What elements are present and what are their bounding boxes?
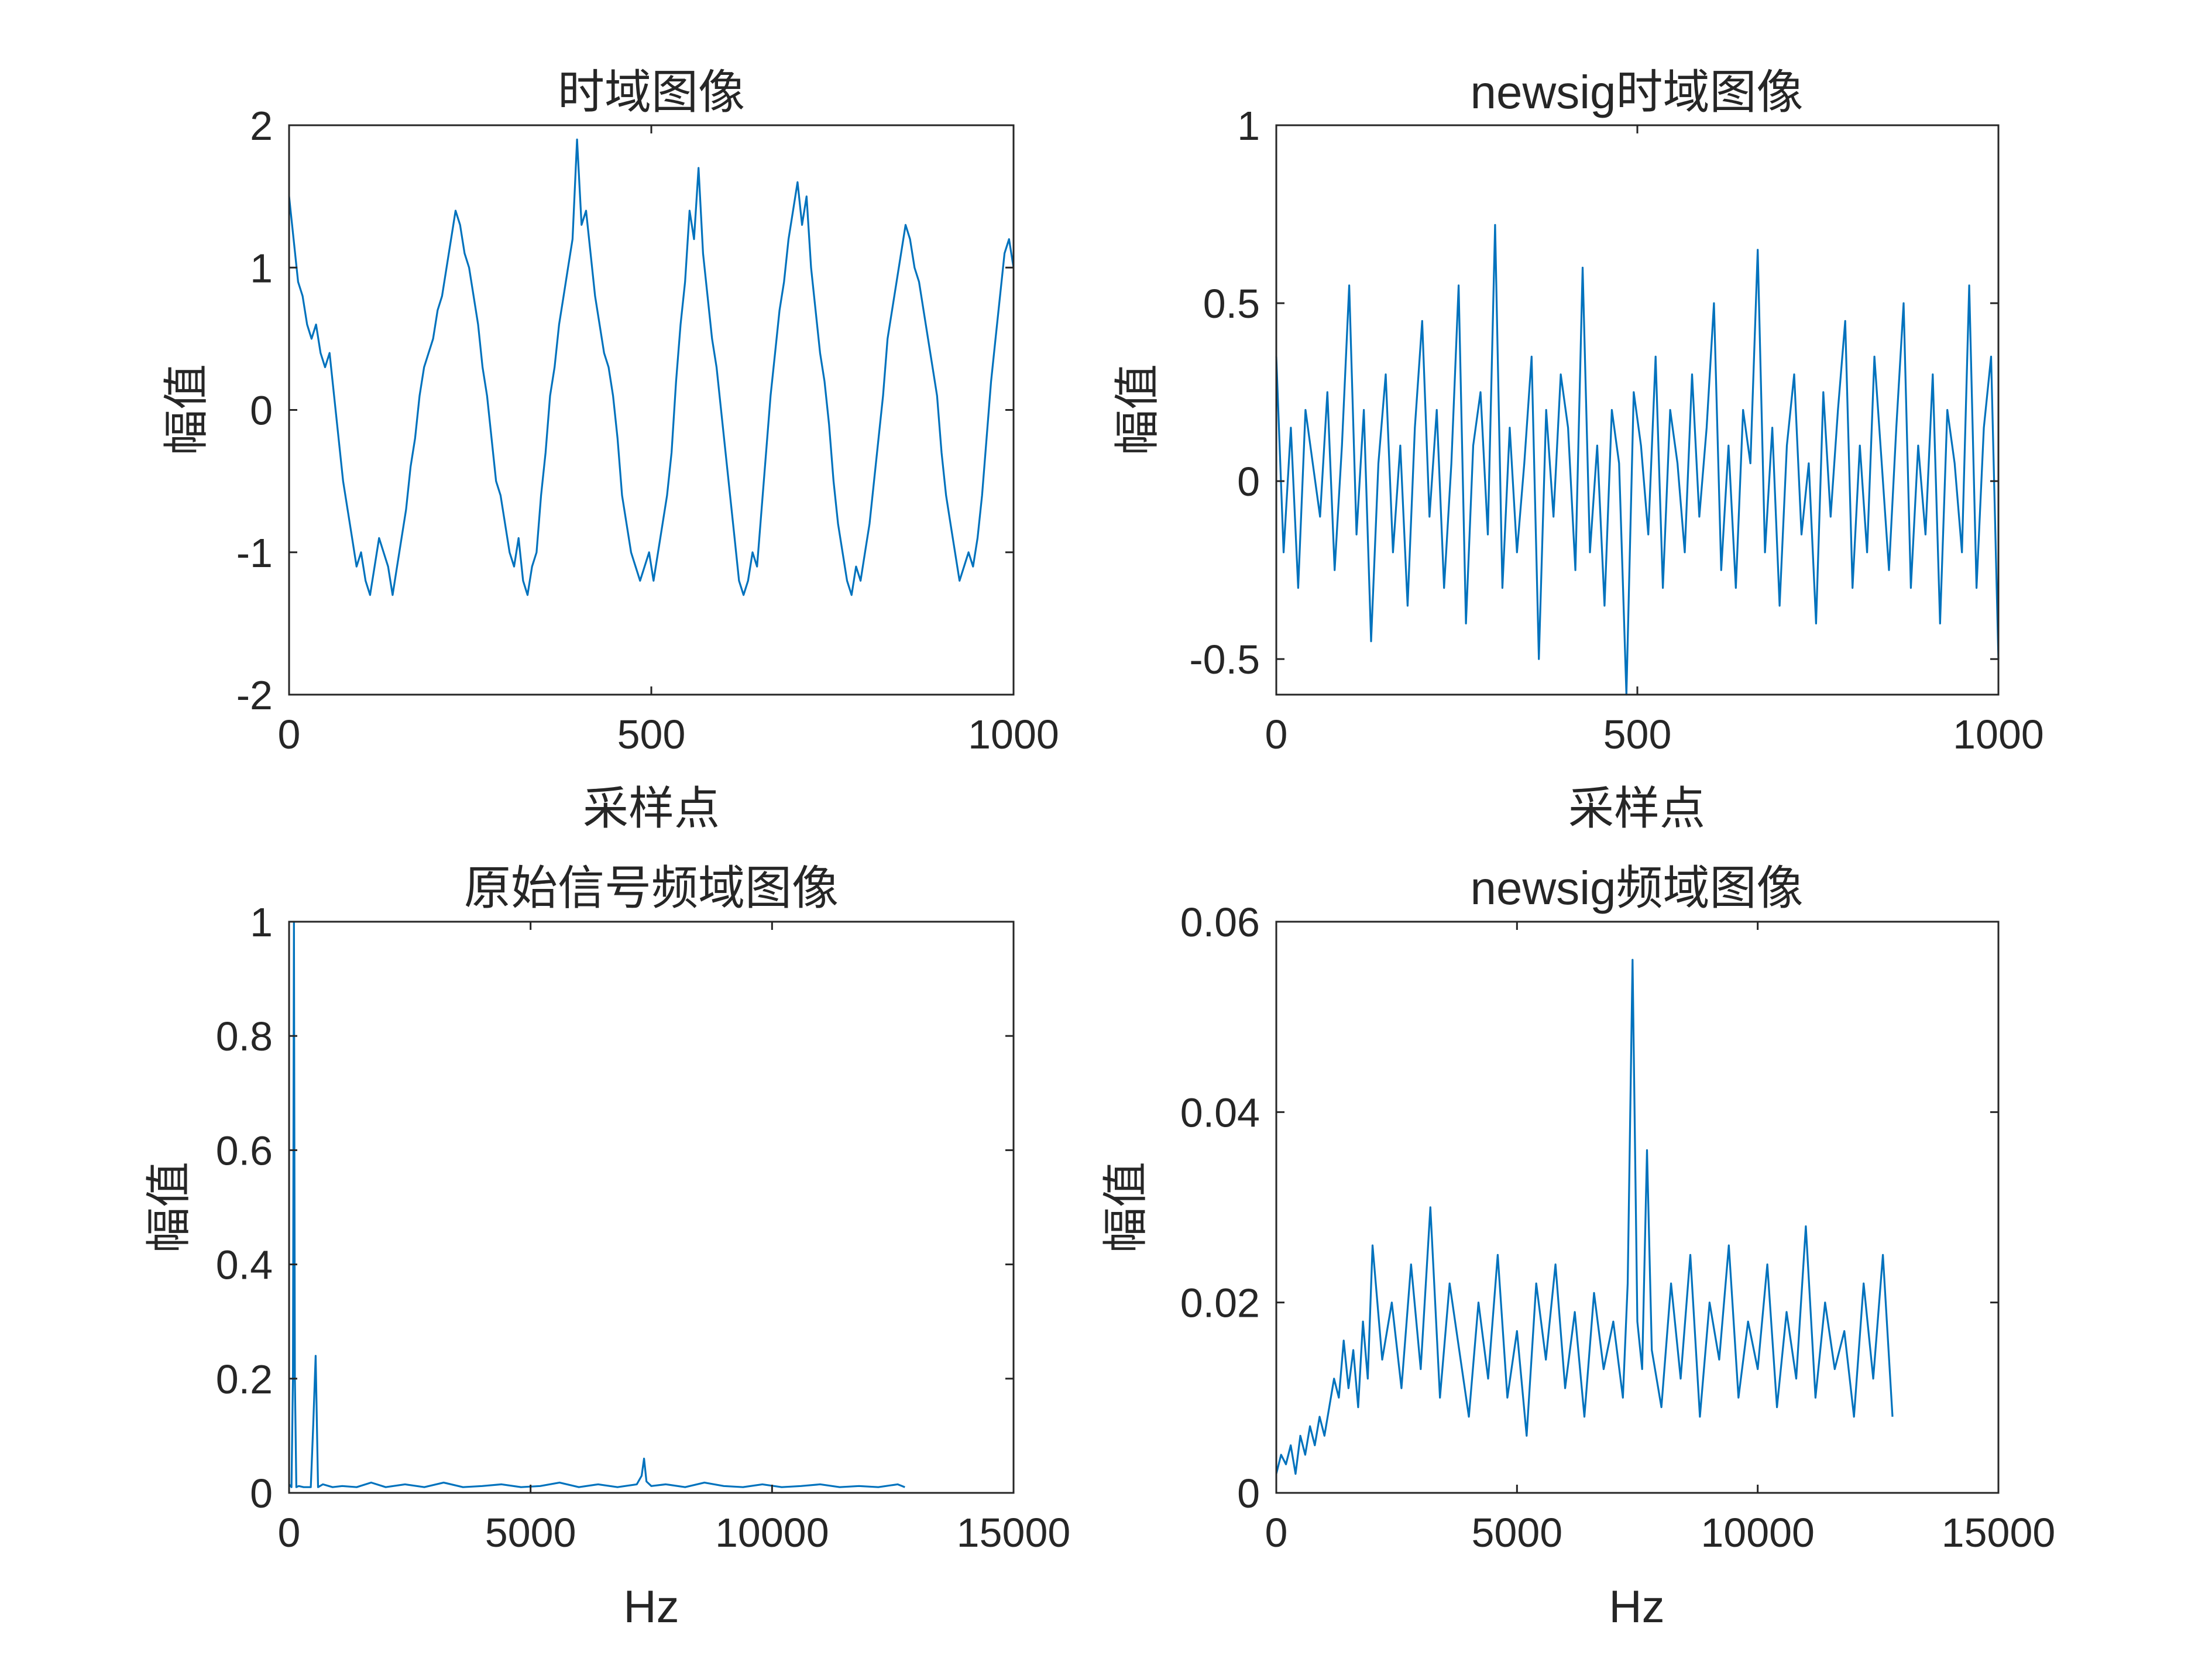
- axes-box: [1275, 124, 2000, 696]
- x-tick-label: 0: [278, 1510, 301, 1555]
- y-axis-label: 幅值: [1111, 364, 1163, 455]
- subplot-title: newsig时域图像: [1470, 66, 1803, 118]
- subplot-title: 时域图像: [558, 66, 745, 118]
- x-tick-label: 15000: [1942, 1510, 2056, 1555]
- x-tick-label: 0: [278, 712, 301, 757]
- x-axis-label: Hz: [623, 1581, 679, 1632]
- y-tick-label: 2: [250, 103, 273, 149]
- y-tick-label: 0.02: [1180, 1280, 1260, 1326]
- x-tick-label: 1000: [1953, 712, 2044, 757]
- x-tick-label: 5000: [1471, 1510, 1562, 1555]
- axes-box: [288, 124, 1015, 696]
- series-line: [1275, 224, 2000, 696]
- axes-box: [288, 921, 1015, 1494]
- x-ticks: 0 500 1000: [278, 125, 1059, 757]
- x-ticks: 0 5000 10000 15000: [1265, 922, 2056, 1555]
- x-axis-label: 采样点: [1568, 782, 1705, 834]
- y-tick-label: 0: [1237, 1471, 1260, 1516]
- x-tick-label: 500: [617, 712, 686, 757]
- x-tick-label: 0: [1265, 1510, 1288, 1555]
- series-line: [288, 138, 1015, 596]
- y-tick-label: 0.06: [1180, 899, 1260, 945]
- y-axis-label: 幅值: [160, 364, 212, 455]
- y-axis-label: 幅值: [1100, 1162, 1151, 1253]
- x-ticks: 0 500 1000: [1265, 125, 2044, 757]
- y-tick-label: 0: [250, 1471, 273, 1516]
- x-tick-label: 10000: [715, 1510, 829, 1555]
- y-tick-label: 0: [1237, 459, 1260, 504]
- subplot-newsig-frequency-domain: newsig频域图像 0 5000 10000 15000 0 0.02 0.04 0.06…: [1100, 862, 2055, 1632]
- series-layer: [288, 138, 1015, 596]
- y-tick-label: -2: [236, 672, 273, 718]
- y-tick-label: 0.4: [216, 1242, 273, 1288]
- y-tick-label: 1: [1237, 103, 1260, 149]
- series-layer: [1275, 224, 2000, 696]
- x-tick-label: 5000: [485, 1510, 576, 1555]
- y-tick-label: 1: [250, 899, 273, 945]
- y-tick-label: 0.5: [1203, 281, 1260, 327]
- y-tick-label: 1: [250, 245, 273, 291]
- x-tick-label: 15000: [957, 1510, 1071, 1555]
- y-ticks: 0 0.02 0.04 0.06: [1180, 899, 1998, 1516]
- series-line: [288, 921, 905, 1488]
- subplot-original-frequency-domain: 原始信号频域图像 0 5000 10000 15000 00.20.40.60.81 …: [143, 862, 1070, 1632]
- y-ticks: -2 -1 0 1 2: [236, 103, 1014, 718]
- x-tick-label: 500: [1603, 712, 1672, 757]
- x-axis-label: Hz: [1609, 1581, 1664, 1632]
- axes-box: [1275, 921, 2000, 1494]
- x-tick-label: 1000: [968, 712, 1059, 757]
- y-tick-label: 0.8: [216, 1014, 273, 1059]
- y-tick-label: 0.04: [1180, 1090, 1260, 1135]
- subplot-title: newsig频域图像: [1470, 862, 1803, 914]
- y-tick-label: -1: [236, 530, 273, 576]
- subplot-time-domain: 时域图像 0 500 1000 -2 -1 0 1 2 采样点 幅值: [160, 66, 1059, 834]
- series-layer: [288, 921, 905, 1488]
- y-ticks: 0 0.2 0.4 0.6 0.8 1: [216, 899, 1014, 1516]
- y-tick-label: -0.5: [1189, 637, 1260, 682]
- subplot-newsig-time-domain: newsig时域图像 0 500 1000 -0.500.51 采样点 幅值: [1111, 66, 2044, 834]
- y-tick-label: 0.2: [216, 1357, 273, 1402]
- y-tick-label: 0: [250, 388, 273, 434]
- x-tick-label: 10000: [1701, 1510, 1815, 1555]
- x-tick-label: 0: [1265, 712, 1288, 757]
- x-ticks: 0 5000 10000 15000: [278, 922, 1071, 1555]
- series-line: [1275, 959, 1894, 1475]
- subplot-title: 原始信号频域图像: [464, 862, 839, 914]
- y-tick-label: 0.6: [216, 1128, 273, 1173]
- series-layer: [1275, 959, 1894, 1475]
- y-ticks: -0.5 0 0.5 1: [1189, 103, 1998, 682]
- y-axis-label: 幅值: [143, 1162, 194, 1253]
- x-axis-label: 采样点: [583, 782, 720, 834]
